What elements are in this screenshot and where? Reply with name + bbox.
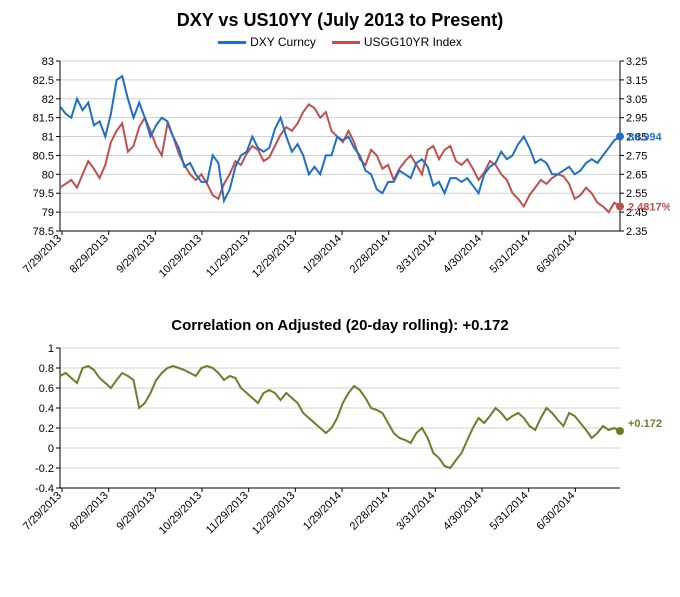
- svg-text:3/31/2014: 3/31/2014: [394, 490, 437, 533]
- svg-text:8/29/2013: 8/29/2013: [68, 233, 111, 276]
- legend-swatch-dxy: [218, 41, 246, 44]
- svg-text:2.95: 2.95: [626, 113, 647, 125]
- svg-text:9/29/2013: 9/29/2013: [114, 233, 157, 276]
- top-chart-svg: 78.57979.58080.58181.58282.5832.352.452.…: [10, 51, 670, 311]
- legend-item-dxy: DXY Curncy: [218, 35, 316, 49]
- svg-text:82: 82: [42, 94, 54, 106]
- svg-text:82.5: 82.5: [33, 75, 54, 87]
- svg-text:6/30/2014: 6/30/2014: [534, 233, 577, 276]
- svg-text:3.25: 3.25: [626, 56, 647, 68]
- svg-text:0.8: 0.8: [39, 363, 54, 375]
- svg-text:7/29/2013: 7/29/2013: [21, 490, 64, 533]
- svg-text:2/28/2014: 2/28/2014: [348, 490, 391, 533]
- svg-text:4/30/2014: 4/30/2014: [441, 233, 484, 276]
- svg-text:-0.2: -0.2: [35, 463, 54, 475]
- svg-text:10/29/2013: 10/29/2013: [157, 490, 204, 537]
- svg-text:10/29/2013: 10/29/2013: [157, 233, 204, 280]
- svg-text:0.4: 0.4: [39, 403, 54, 415]
- svg-text:81: 81: [42, 132, 54, 144]
- svg-text:79: 79: [42, 207, 54, 219]
- svg-text:81.5: 81.5: [33, 113, 54, 125]
- svg-text:6/30/2014: 6/30/2014: [534, 490, 577, 533]
- bottom-chart-title: Correlation on Adjusted (20-day rolling)…: [10, 317, 670, 334]
- svg-text:9/29/2013: 9/29/2013: [114, 490, 157, 533]
- svg-text:80.994: 80.994: [628, 132, 663, 144]
- svg-text:3.15: 3.15: [626, 75, 647, 87]
- svg-text:80: 80: [42, 169, 54, 181]
- svg-text:12/29/2013: 12/29/2013: [250, 490, 297, 537]
- top-chart-title: DXY vs US10YY (July 2013 to Present): [10, 10, 670, 31]
- svg-text:5/31/2014: 5/31/2014: [488, 490, 531, 533]
- svg-text:1: 1: [48, 343, 54, 355]
- svg-text:1/29/2014: 1/29/2014: [301, 233, 344, 276]
- svg-text:2.35: 2.35: [626, 226, 647, 238]
- legend-label-dxy: DXY Curncy: [250, 35, 316, 49]
- svg-text:3/31/2014: 3/31/2014: [394, 233, 437, 276]
- svg-text:2.4817%: 2.4817%: [628, 201, 670, 213]
- svg-text:2.55: 2.55: [626, 188, 647, 200]
- top-chart: DXY vs US10YY (July 2013 to Present) DXY…: [10, 10, 670, 311]
- top-chart-legend: DXY Curncy USGG10YR Index: [10, 35, 670, 49]
- svg-text:2.75: 2.75: [626, 150, 647, 162]
- svg-text:12/29/2013: 12/29/2013: [250, 233, 297, 280]
- svg-text:7/29/2013: 7/29/2013: [21, 233, 64, 276]
- svg-text:0: 0: [48, 443, 54, 455]
- legend-swatch-us10y: [332, 41, 360, 44]
- legend-label-us10y: USGG10YR Index: [364, 35, 462, 49]
- svg-text:3.05: 3.05: [626, 94, 647, 106]
- svg-text:83: 83: [42, 56, 54, 68]
- bottom-chart-svg: -0.4-0.200.20.40.60.817/29/20138/29/2013…: [10, 338, 670, 568]
- svg-text:2.65: 2.65: [626, 169, 647, 181]
- legend-item-us10y: USGG10YR Index: [332, 35, 462, 49]
- svg-text:8/29/2013: 8/29/2013: [68, 490, 111, 533]
- svg-text:0.2: 0.2: [39, 423, 54, 435]
- svg-text:2/28/2014: 2/28/2014: [348, 233, 391, 276]
- svg-text:+0.172: +0.172: [628, 418, 662, 430]
- svg-text:79.5: 79.5: [33, 188, 54, 200]
- svg-text:5/31/2014: 5/31/2014: [488, 233, 531, 276]
- svg-text:1/29/2014: 1/29/2014: [301, 490, 344, 533]
- svg-text:4/30/2014: 4/30/2014: [441, 490, 484, 533]
- svg-text:0.6: 0.6: [39, 383, 54, 395]
- svg-text:11/29/2013: 11/29/2013: [204, 490, 251, 537]
- bottom-chart: Correlation on Adjusted (20-day rolling)…: [10, 317, 670, 568]
- svg-text:11/29/2013: 11/29/2013: [204, 233, 251, 280]
- svg-text:80.5: 80.5: [33, 150, 54, 162]
